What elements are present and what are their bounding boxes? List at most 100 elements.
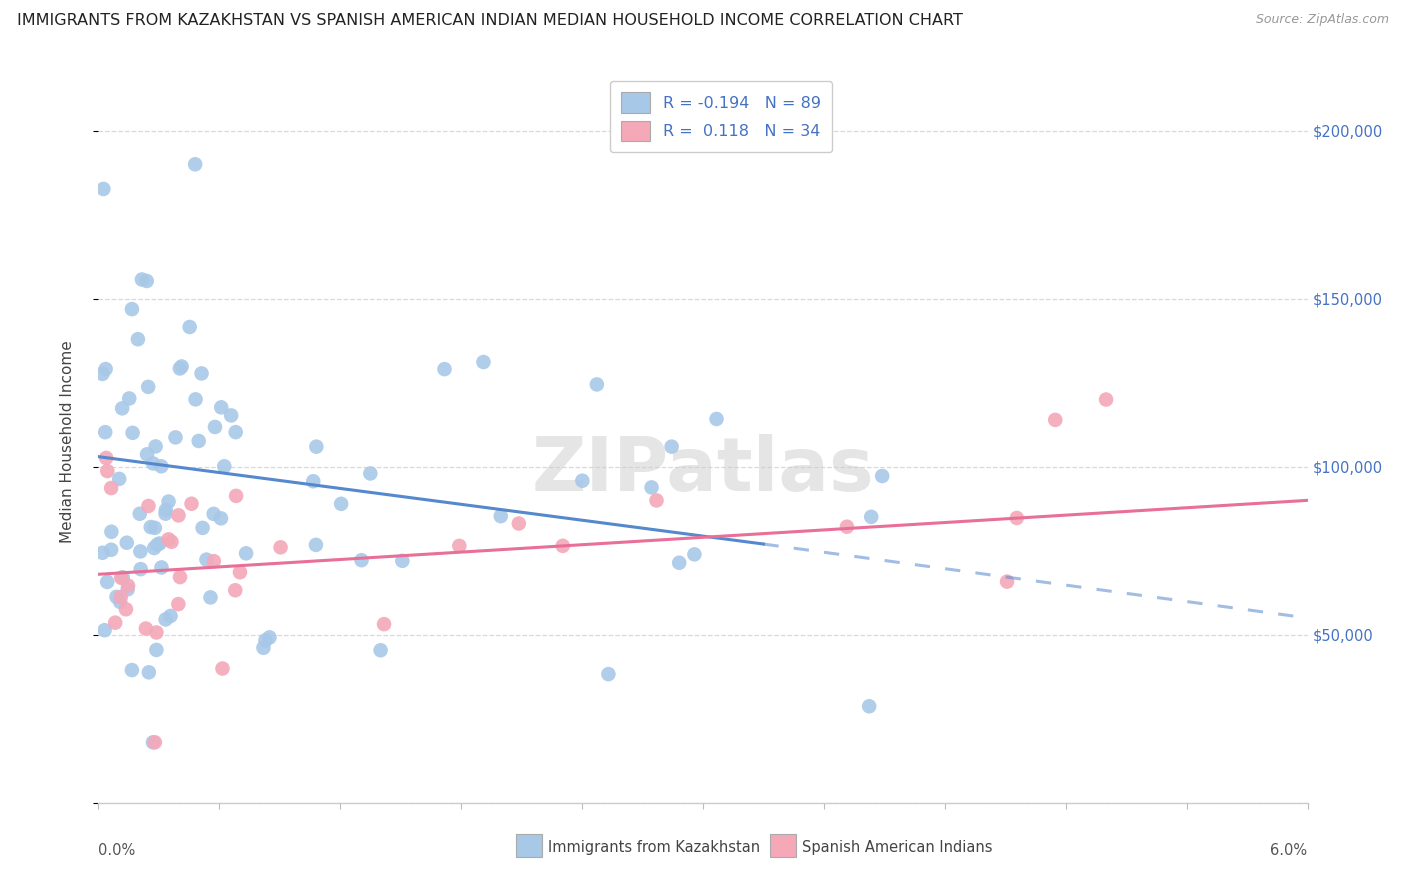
Point	[225, 489, 247, 503]
Point	[100, 524, 122, 539]
Point	[108, 472, 131, 486]
Point	[571, 474, 593, 488]
Point	[143, 541, 166, 555]
Point	[131, 272, 153, 286]
Point	[129, 544, 152, 558]
Point	[489, 509, 512, 524]
Point	[202, 507, 225, 521]
Point	[91, 546, 114, 560]
Text: 6.0%: 6.0%	[1271, 843, 1308, 857]
Point	[995, 574, 1018, 589]
Point	[211, 661, 233, 675]
Point	[121, 302, 143, 317]
Point	[209, 511, 232, 525]
Point	[235, 546, 257, 560]
Point	[270, 541, 292, 555]
Point	[110, 571, 132, 585]
Point	[105, 590, 128, 604]
Point	[472, 355, 495, 369]
Point	[870, 469, 893, 483]
Point	[111, 570, 134, 584]
Point	[127, 332, 149, 346]
Point	[586, 377, 609, 392]
Point	[136, 447, 159, 461]
Point	[159, 609, 181, 624]
Point	[200, 591, 222, 605]
Point	[668, 556, 690, 570]
Point	[121, 663, 143, 677]
Point	[135, 274, 157, 288]
Point	[370, 643, 392, 657]
Point	[305, 538, 328, 552]
Point	[94, 362, 117, 376]
Point	[104, 615, 127, 630]
Point	[149, 536, 172, 550]
Point	[96, 450, 118, 465]
Point	[860, 509, 883, 524]
Point	[96, 574, 118, 589]
Point	[330, 497, 353, 511]
Point	[100, 481, 122, 495]
Point	[169, 570, 191, 584]
Point	[94, 425, 117, 439]
Point	[224, 583, 246, 598]
Point	[93, 624, 115, 638]
Text: ZIPatlas: ZIPatlas	[531, 434, 875, 507]
Point	[225, 425, 247, 439]
Point	[142, 457, 165, 471]
Text: 0.0%: 0.0%	[98, 843, 135, 857]
Point	[145, 625, 167, 640]
Point	[118, 392, 141, 406]
Point	[110, 590, 132, 604]
Point	[150, 459, 173, 474]
Bar	[769, 834, 796, 857]
Point	[96, 464, 118, 478]
Point	[252, 640, 274, 655]
Point	[142, 735, 165, 749]
Text: IMMIGRANTS FROM KAZAKHSTAN VS SPANISH AMERICAN INDIAN MEDIAN HOUSEHOLD INCOME CO: IMMIGRANTS FROM KAZAKHSTAN VS SPANISH AM…	[17, 13, 963, 29]
Point	[115, 602, 138, 616]
Point	[858, 699, 880, 714]
Point	[229, 566, 252, 580]
Point	[359, 467, 381, 481]
Point	[150, 560, 173, 574]
Point	[93, 182, 115, 196]
Point	[146, 538, 169, 552]
Point	[259, 631, 281, 645]
Point	[190, 367, 212, 381]
Point	[180, 497, 202, 511]
Point	[167, 597, 190, 611]
Point	[135, 622, 157, 636]
Point	[302, 475, 325, 489]
Point	[661, 440, 683, 454]
Point	[160, 534, 183, 549]
Point	[157, 494, 180, 508]
Point	[108, 595, 131, 609]
Point	[195, 552, 218, 566]
Point	[449, 539, 471, 553]
Point	[136, 380, 159, 394]
Point	[155, 503, 177, 517]
Point	[835, 519, 858, 533]
Point	[169, 361, 191, 376]
Point	[551, 539, 574, 553]
Point	[145, 643, 167, 657]
Legend: R = -0.194   N = 89, R =  0.118   N = 34: R = -0.194 N = 89, R = 0.118 N = 34	[610, 81, 832, 153]
Point	[433, 362, 456, 376]
Point	[167, 508, 190, 523]
Point	[170, 359, 193, 374]
Text: Immigrants from Kazakhstan: Immigrants from Kazakhstan	[548, 840, 761, 855]
Point	[683, 547, 706, 561]
Point	[1095, 392, 1118, 407]
Text: Spanish American Indians: Spanish American Indians	[803, 840, 993, 855]
Point	[128, 507, 150, 521]
Bar	[516, 834, 543, 857]
Point	[350, 553, 373, 567]
Point	[129, 562, 152, 576]
Point	[187, 434, 209, 448]
Point	[202, 554, 225, 568]
Point	[254, 633, 277, 648]
Point	[508, 516, 530, 531]
Point	[121, 425, 143, 440]
Point	[391, 554, 413, 568]
